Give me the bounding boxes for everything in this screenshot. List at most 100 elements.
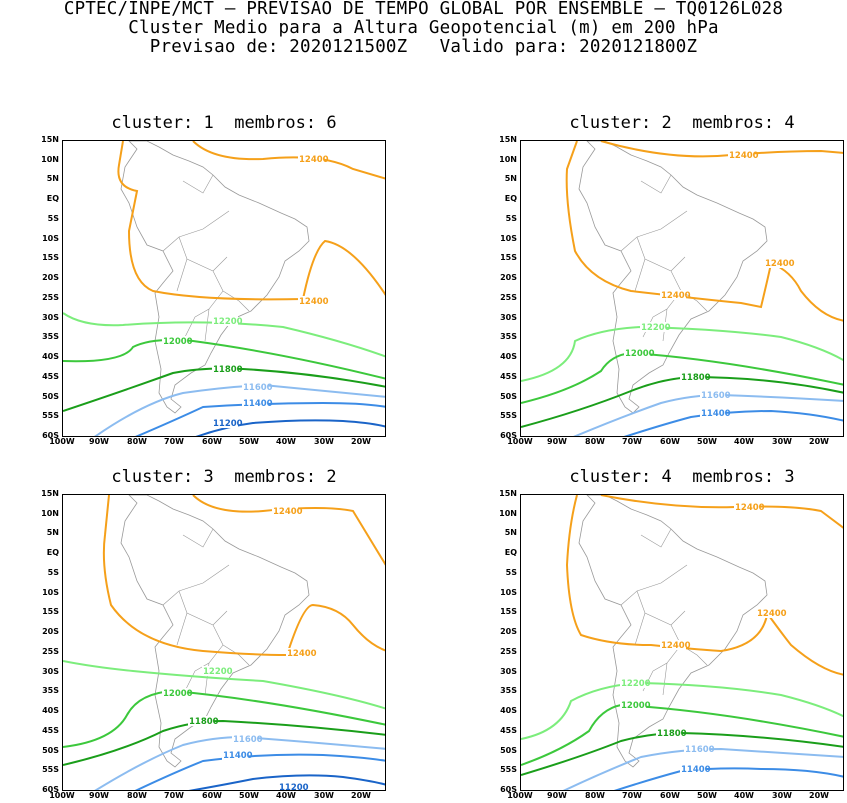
lat-tick-label: 5S <box>505 568 517 577</box>
lat-tick-label: 50S <box>500 746 517 755</box>
lat-tick-label: 20S <box>42 273 59 282</box>
contour-11600 <box>94 735 385 790</box>
contour-label-bg <box>222 750 248 760</box>
contour-label: 12200 <box>641 323 671 333</box>
contour-label-bg <box>286 648 312 658</box>
lat-tick-label: 40S <box>42 352 59 361</box>
contour-label-bg <box>232 734 258 744</box>
contour-label: 11400 <box>701 409 731 419</box>
lon-tick-label: 40W <box>276 791 296 800</box>
lon-tick-label: 100W <box>507 437 533 446</box>
lat-tick-label: 45S <box>500 372 517 381</box>
lon-tick-label: 50W <box>239 791 259 800</box>
lon-tick-label: 90W <box>547 791 567 800</box>
lat-tick-label: EQ <box>46 194 59 203</box>
lon-tick-label: 30W <box>314 791 334 800</box>
lon-tick-label: 90W <box>547 437 567 446</box>
header-line-3: Previsao de: 2020121500Z Valido para: 20… <box>149 37 698 57</box>
lat-tick-label: 15N <box>499 135 517 144</box>
lon-tick-label: 70W <box>622 437 642 446</box>
contour-label: 11400 <box>223 751 253 761</box>
lat-tick-label: 45S <box>42 372 59 381</box>
contour-label: 11800 <box>657 729 687 739</box>
contour-label-bg <box>242 382 268 392</box>
lat-tick-label: 5S <box>47 568 59 577</box>
contour-label-bg <box>640 322 666 332</box>
contour-label-bg <box>620 700 646 710</box>
lon-tick-label: 60W <box>202 791 222 800</box>
contour-12400 <box>117 141 385 301</box>
contour-label: 12200 <box>203 667 233 677</box>
cluster-map: 12400 12400 12200 12000 11800 11600 11400 11200 <box>62 494 386 791</box>
panel-title: cluster: 3 membros: 2 <box>111 467 337 487</box>
contour-label-bg <box>212 316 238 326</box>
contour-label-bg <box>162 688 188 698</box>
lon-tick-label: 40W <box>276 437 296 446</box>
lat-tick-label: 60S <box>500 785 517 794</box>
contour-label-bg <box>188 716 214 726</box>
contour-label-bg <box>680 764 706 774</box>
contour-label: 11200 <box>279 783 309 791</box>
lat-tick-label: EQ <box>46 548 59 557</box>
lat-tick-label: 5N <box>46 174 59 183</box>
lat-tick-label: 40S <box>500 352 517 361</box>
lat-tick-label: 45S <box>500 726 517 735</box>
panel-title: cluster: 1 membros: 6 <box>111 113 337 133</box>
lat-tick-label: 10S <box>42 234 59 243</box>
lon-tick-label: 20W <box>809 437 829 446</box>
contour-12400 <box>600 141 843 158</box>
lon-tick-label: 50W <box>697 791 717 800</box>
contour-label-bg <box>680 372 706 382</box>
contour-label-bg <box>684 744 710 754</box>
contour-11800 <box>521 375 843 428</box>
contour-label-bg <box>764 258 790 268</box>
lon-tick-label: 80W <box>585 437 605 446</box>
lon-tick-label: 20W <box>351 791 371 800</box>
lat-tick-label: 40S <box>42 706 59 715</box>
contour-12200 <box>63 660 385 710</box>
contour-11400 <box>613 767 843 790</box>
lat-tick-label: 40S <box>500 706 517 715</box>
lon-tick-label: 50W <box>697 437 717 446</box>
lon-tick-label: 100W <box>507 791 533 800</box>
lat-tick-label: 35S <box>500 332 517 341</box>
contour-12200 <box>521 681 843 740</box>
contour-label-bg <box>624 348 650 358</box>
lat-tick-label: 30S <box>42 313 59 322</box>
contour-label: 12400 <box>757 609 787 619</box>
contour-label-bg <box>734 502 760 512</box>
contour-label: 12000 <box>163 689 193 699</box>
lon-tick-label: 20W <box>351 437 371 446</box>
lat-tick-label: 50S <box>42 392 59 401</box>
lat-tick-label: 10S <box>500 234 517 243</box>
lat-tick-label: 25S <box>500 293 517 302</box>
contour-label-bg <box>660 640 686 650</box>
contour-label-bg <box>656 728 682 738</box>
cluster-map: 12400 12400 12400 12200 12000 11800 11600 11400 <box>520 494 844 791</box>
lon-tick-label: 80W <box>127 791 147 800</box>
contour-label: 11400 <box>681 765 711 775</box>
lon-tick-label: 80W <box>585 791 605 800</box>
contour-11600 <box>94 383 385 436</box>
lat-tick-label: EQ <box>504 194 517 203</box>
lat-tick-label: 20S <box>500 273 517 282</box>
panel-title: cluster: 4 membros: 3 <box>569 467 795 487</box>
lat-tick-label: 5N <box>504 528 517 537</box>
contour-label-bg <box>278 782 304 790</box>
lat-tick-label: 10S <box>42 588 59 597</box>
contour-label: 12400 <box>299 297 329 307</box>
contour-label-bg <box>298 154 324 164</box>
lat-tick-label: 5S <box>47 214 59 223</box>
lat-tick-label: 55S <box>42 411 59 420</box>
contour-11200 <box>188 774 385 790</box>
contour-label-bg <box>660 290 686 300</box>
lat-tick-label: 25S <box>500 647 517 656</box>
lat-tick-label: 35S <box>42 686 59 695</box>
coastline <box>578 141 768 414</box>
lon-tick-label: 30W <box>772 437 792 446</box>
lat-tick-label: 50S <box>42 746 59 755</box>
contour-label-bg <box>162 336 188 346</box>
lat-tick-label: 15S <box>42 253 59 262</box>
header-line-2: Cluster Medio para a Altura Geopotencial… <box>128 18 719 38</box>
